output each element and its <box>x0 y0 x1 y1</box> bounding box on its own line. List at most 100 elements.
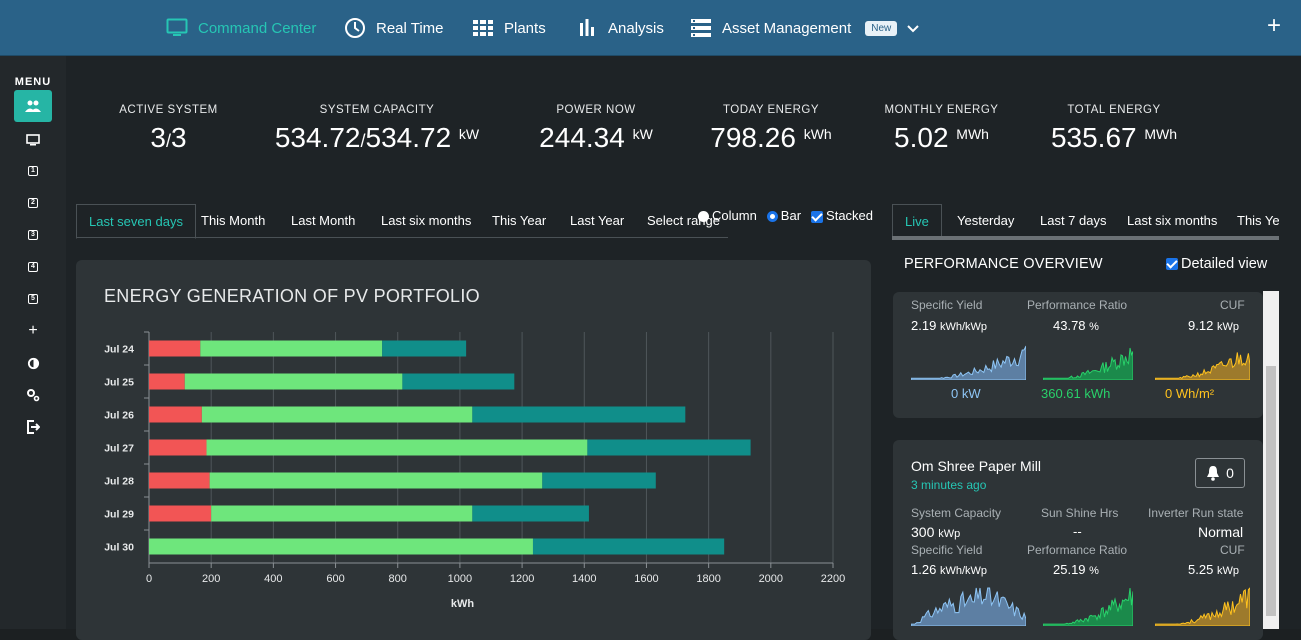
tabs-scrollbar[interactable] <box>1149 236 1279 240</box>
x-axis-label: kWh <box>451 598 475 610</box>
kpi-today-energy: TODAY ENERGY 798.26 kWh <box>706 104 836 154</box>
system-capacity-value: 300 kWp <box>911 524 961 540</box>
x-tick-label: 2200 <box>821 573 845 585</box>
system-capacity-label: System Capacity <box>911 506 1002 520</box>
bar-segment <box>206 439 588 456</box>
users-icon <box>25 100 41 112</box>
sparkline-energy <box>1043 347 1133 380</box>
kpi-active-system: ACTIVE SYSTEM 3/3 <box>116 104 221 154</box>
detailed-view-checkbox[interactable]: Detailed view <box>1166 256 1267 272</box>
sparkline-irradiance <box>1155 587 1250 626</box>
tab-last-seven-days[interactable]: Last seven days <box>76 204 196 239</box>
x-tick-label: 600 <box>326 573 344 585</box>
sparkline-irradiance <box>1155 352 1250 380</box>
cuf-value: 9.12 kWp <box>1188 318 1239 333</box>
category-label: Jul 27 <box>104 443 134 455</box>
sidebar-item-settings[interactable] <box>14 381 52 409</box>
performance-ratio-value: 43.78 % <box>1053 318 1099 333</box>
tab-live[interactable]: Live <box>892 204 942 236</box>
add-button[interactable]: + <box>1266 12 1281 39</box>
menu-label: MENU <box>14 76 52 88</box>
column-radio[interactable]: Column <box>698 208 757 223</box>
nav-analysis-label: Analysis <box>608 19 664 37</box>
plant-4-icon: 4 <box>28 262 38 272</box>
nav-real-time-label: Real Time <box>376 19 444 37</box>
tab-this-year[interactable]: This Year <box>492 213 547 228</box>
tab-last-six-months[interactable]: Last six months <box>1127 213 1218 228</box>
alerts-count: 0 <box>1226 465 1234 481</box>
plant-name: Om Shree Paper Mill <box>911 458 1041 474</box>
nav-analysis[interactable]: Analysis <box>576 16 664 40</box>
sidebar-item-plant-1[interactable]: 1 <box>14 157 52 185</box>
tab-last-year[interactable]: Last Year <box>570 213 625 228</box>
range-tabs: Last seven days This Month Last Month La… <box>76 204 728 239</box>
nav-plants[interactable]: Plants <box>472 16 546 40</box>
kpi-label: TOTAL ENERGY <box>1067 104 1161 116</box>
tab-this-year[interactable]: This Yea <box>1237 213 1279 228</box>
kpi-value: 244.34 kW <box>539 122 653 153</box>
new-badge: New <box>865 20 898 36</box>
tab-yesterday[interactable]: Yesterday <box>957 213 1015 228</box>
performance-ratio-label: Performance Ratio <box>1027 543 1128 557</box>
sidebar-item-add[interactable]: + <box>14 317 52 345</box>
kpi-monthly-energy: MONTHLY ENERGY 5.02 MWh <box>884 104 999 154</box>
stacked-checkbox[interactable]: Stacked <box>811 208 873 223</box>
energy-value: 360.61 kWh <box>1041 386 1111 401</box>
performance-overview-title: PERFORMANCE OVERVIEW <box>904 256 1103 272</box>
kpi-label: ACTIVE SYSTEM <box>119 104 218 116</box>
plant-card-1[interactable]: Specific Yield Performance Ratio CUF 2.1… <box>893 292 1263 418</box>
sparkline-energy <box>1043 587 1133 626</box>
plant-5-icon: 5 <box>28 294 38 304</box>
alerts-button[interactable]: 0 <box>1195 458 1245 488</box>
sidebar-item-monitor[interactable] <box>14 126 52 154</box>
x-tick-label: 1600 <box>634 573 658 585</box>
scrollbar-thumb[interactable] <box>1266 366 1276 616</box>
kpi-system-capacity: SYSTEM CAPACITY 534.72/534.72 kW <box>266 104 488 154</box>
last-updated: 3 minutes ago <box>911 478 987 492</box>
specific-yield-value: 2.19 kWh/kWp <box>911 318 987 333</box>
nav-plants-label: Plants <box>504 19 546 37</box>
nav-real-time[interactable]: Real Time <box>344 16 444 40</box>
bar-radio[interactable]: Bar <box>766 208 801 223</box>
kpi-total-energy: TOTAL ENERGY 535.67 MWh <box>1046 104 1182 154</box>
plant-3-icon: 3 <box>28 230 38 240</box>
irradiance-value: 0 Wh/m² <box>1165 386 1215 401</box>
checkbox-icon <box>811 210 824 223</box>
plant-list-scrollbar[interactable] <box>1263 291 1279 629</box>
bar-segment <box>209 472 543 489</box>
x-tick-label: 2000 <box>759 573 783 585</box>
nav-command-center[interactable]: Command Center <box>166 16 316 40</box>
bar-segment <box>532 538 725 555</box>
sidebar-item-users[interactable] <box>14 90 52 122</box>
tab-last-7-days[interactable]: Last 7 days <box>1040 213 1107 228</box>
nav-asset-management-label: Asset Management <box>722 19 852 37</box>
category-label: Jul 30 <box>104 542 134 554</box>
sparkline-power <box>911 345 1026 380</box>
bar-segment <box>200 340 383 357</box>
nav-asset-management[interactable]: Asset Management New <box>690 16 919 40</box>
x-tick-label: 1800 <box>696 573 720 585</box>
chevron-down-icon[interactable] <box>907 20 919 37</box>
bar-segment <box>184 373 403 390</box>
tab-last-six-months[interactable]: Last six months <box>381 213 472 228</box>
bar-chart-icon <box>576 17 598 39</box>
sidebar-item-plant-4[interactable]: 4 <box>14 253 52 281</box>
sidebar-item-plant-2[interactable]: 2 <box>14 189 52 217</box>
plant-card-2[interactable]: Om Shree Paper Mill 3 minutes ago 0 Syst… <box>893 440 1263 640</box>
period-tabs: Live Yesterday Last 7 days Last six mont… <box>892 204 1279 240</box>
contrast-icon <box>27 357 39 369</box>
sidebar: MENU 1 2 3 4 5 + <box>0 56 66 629</box>
x-tick-label: 0 <box>146 573 152 585</box>
bar-segment <box>211 505 473 522</box>
specific-yield-label: Specific Yield <box>911 298 983 312</box>
sidebar-item-logout[interactable] <box>14 413 52 441</box>
tab-last-month[interactable]: Last Month <box>291 213 356 228</box>
sidebar-item-plant-3[interactable]: 3 <box>14 221 52 249</box>
sidebar-item-theme[interactable] <box>14 349 52 377</box>
tab-this-month[interactable]: This Month <box>201 213 266 228</box>
power-now-value: 0 kW <box>951 386 981 401</box>
sidebar-item-plant-5[interactable]: 5 <box>14 285 52 313</box>
kpi-label: TODAY ENERGY <box>722 104 820 116</box>
plus-icon: + <box>28 322 38 339</box>
logout-icon <box>27 420 40 434</box>
